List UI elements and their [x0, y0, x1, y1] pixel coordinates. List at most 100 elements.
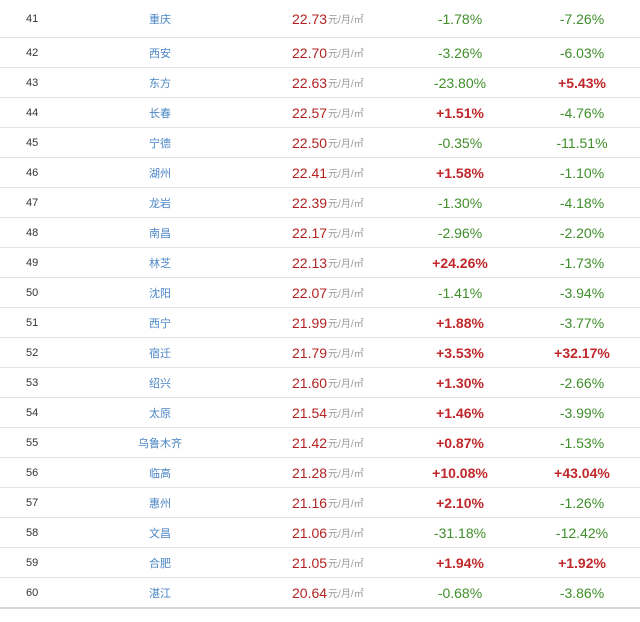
price-value: 22.63 — [292, 74, 328, 91]
change-cell-1: -1.30% — [437, 194, 483, 211]
change-cell-1: -23.80% — [433, 74, 487, 91]
city-link[interactable]: 林芝 — [149, 257, 171, 270]
city-link[interactable]: 重庆 — [149, 13, 171, 26]
price-cell: 22.41 元/月/㎡ — [292, 158, 364, 187]
price-unit: 元/月/㎡ — [328, 229, 364, 240]
rank-cell: 53 — [26, 376, 39, 389]
city-link[interactable]: 惠州 — [149, 497, 171, 510]
price-unit: 元/月/㎡ — [328, 199, 364, 210]
city-link[interactable]: 宿迁 — [149, 347, 171, 360]
change-cell-2: -1.26% — [559, 494, 605, 511]
city-link[interactable]: 乌鲁木齐 — [138, 437, 182, 450]
rank-cell: 55 — [26, 436, 39, 449]
table-row: 60 湛江 20.64 元/月/㎡ -0.68% -3.86% — [0, 578, 640, 609]
price-value: 22.57 — [292, 104, 328, 121]
table-row: 56 临高 21.28 元/月/㎡ +10.08% +43.04% — [0, 458, 640, 488]
price-value: 20.64 — [292, 584, 328, 601]
price-value: 21.42 — [292, 434, 328, 451]
rank-cell: 43 — [26, 76, 39, 89]
city-link[interactable]: 绍兴 — [149, 377, 171, 390]
price-unit: 元/月/㎡ — [328, 15, 364, 26]
change-cell-1: +24.26% — [432, 254, 488, 271]
table-row: 47 龙岩 22.39 元/月/㎡ -1.30% -4.18% — [0, 188, 640, 218]
change-cell-1: +0.87% — [436, 434, 484, 451]
city-link[interactable]: 湖州 — [149, 167, 171, 180]
change-cell-2: -2.20% — [559, 224, 605, 241]
city-link[interactable]: 文昌 — [149, 527, 171, 540]
table-row: 45 宁德 22.50 元/月/㎡ -0.35% -11.51% — [0, 128, 640, 158]
table-row: 53 绍兴 21.60 元/月/㎡ +1.30% -2.66% — [0, 368, 640, 398]
price-cell: 22.13 元/月/㎡ — [292, 248, 364, 277]
price-cell: 21.05 元/月/㎡ — [292, 548, 364, 577]
price-unit: 元/月/㎡ — [328, 109, 364, 120]
price-value: 21.79 — [292, 344, 328, 361]
rank-cell: 41 — [26, 12, 39, 25]
city-link[interactable]: 湛江 — [149, 587, 171, 600]
change-cell-2: +1.92% — [558, 554, 606, 571]
change-cell-2: -4.18% — [559, 194, 605, 211]
rank-cell: 57 — [26, 496, 39, 509]
rent-ranking-table: 41 重庆 22.73 元/月/㎡ -1.78% -7.26% 42 西安 22.70 元/月/㎡… — [0, 0, 640, 609]
rank-cell: 46 — [26, 166, 39, 179]
city-link[interactable]: 南昌 — [149, 227, 171, 240]
change-cell-2: +5.43% — [558, 74, 606, 91]
change-cell-2: +43.04% — [554, 464, 610, 481]
price-cell: 21.79 元/月/㎡ — [292, 338, 364, 367]
city-link[interactable]: 龙岩 — [149, 197, 171, 210]
city-link[interactable]: 合肥 — [149, 557, 171, 570]
price-value: 21.05 — [292, 554, 328, 571]
price-value: 21.54 — [292, 404, 328, 421]
price-value: 21.99 — [292, 314, 328, 331]
price-value: 22.50 — [292, 134, 328, 151]
city-link[interactable]: 东方 — [149, 77, 171, 90]
change-cell-1: +1.88% — [436, 314, 484, 331]
price-unit: 元/月/㎡ — [328, 529, 364, 540]
change-cell-2: -7.26% — [559, 10, 605, 27]
table-row: 57 惠州 21.16 元/月/㎡ +2.10% -1.26% — [0, 488, 640, 518]
city-link[interactable]: 西宁 — [149, 317, 171, 330]
change-cell-1: -1.78% — [437, 10, 483, 27]
city-link[interactable]: 宁德 — [149, 137, 171, 150]
change-cell-2: -3.86% — [559, 584, 605, 601]
change-cell-2: -3.94% — [559, 284, 605, 301]
change-cell-1: -2.96% — [437, 224, 483, 241]
price-cell: 21.60 元/月/㎡ — [292, 368, 364, 397]
change-cell-1: +1.51% — [436, 104, 484, 121]
city-link[interactable]: 西安 — [149, 47, 171, 60]
price-value: 22.39 — [292, 194, 328, 211]
city-link[interactable]: 临高 — [149, 467, 171, 480]
price-cell: 22.73 元/月/㎡ — [292, 0, 364, 37]
price-cell: 22.17 元/月/㎡ — [292, 218, 364, 247]
change-cell-2: -3.99% — [559, 404, 605, 421]
city-link[interactable]: 太原 — [149, 407, 171, 420]
table-row: 59 合肥 21.05 元/月/㎡ +1.94% +1.92% — [0, 548, 640, 578]
change-cell-1: +1.46% — [436, 404, 484, 421]
rank-cell: 49 — [26, 256, 39, 269]
table-row: 58 文昌 21.06 元/月/㎡ -31.18% -12.42% — [0, 518, 640, 548]
rank-cell: 52 — [26, 346, 39, 359]
price-unit: 元/月/㎡ — [328, 559, 364, 570]
change-cell-2: +32.17% — [554, 344, 610, 361]
rank-cell: 54 — [26, 406, 39, 419]
change-cell-2: -1.53% — [559, 434, 605, 451]
city-link[interactable]: 长春 — [149, 107, 171, 120]
price-unit: 元/月/㎡ — [328, 259, 364, 270]
rank-cell: 42 — [26, 46, 39, 59]
table-row: 41 重庆 22.73 元/月/㎡ -1.78% -7.26% — [0, 0, 640, 38]
change-cell-2: -1.73% — [559, 254, 605, 271]
table-row: 43 东方 22.63 元/月/㎡ -23.80% +5.43% — [0, 68, 640, 98]
price-value: 22.13 — [292, 254, 328, 271]
price-value: 22.07 — [292, 284, 328, 301]
price-cell: 20.64 元/月/㎡ — [292, 578, 364, 607]
table-row: 44 长春 22.57 元/月/㎡ +1.51% -4.76% — [0, 98, 640, 128]
price-unit: 元/月/㎡ — [328, 589, 364, 600]
city-link[interactable]: 沈阳 — [149, 287, 171, 300]
change-cell-2: -6.03% — [559, 44, 605, 61]
price-unit: 元/月/㎡ — [328, 319, 364, 330]
change-cell-2: -3.77% — [559, 314, 605, 331]
price-value: 21.28 — [292, 464, 328, 481]
price-value: 22.41 — [292, 164, 328, 181]
price-unit: 元/月/㎡ — [328, 469, 364, 480]
rank-cell: 56 — [26, 466, 39, 479]
price-value: 22.70 — [292, 44, 328, 61]
